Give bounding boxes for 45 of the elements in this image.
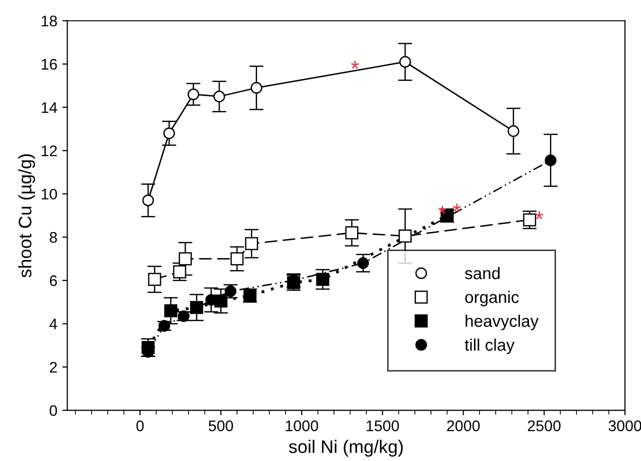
point: [398, 230, 412, 243]
point: [523, 213, 536, 226]
y-axis-title: shoot Cu (µg/g): [18, 154, 36, 278]
y-tick-label: 4: [49, 318, 58, 330]
y-tick-label: 6: [50, 275, 57, 286]
x-tick-label: 500: [208, 420, 234, 432]
legend-label: sand: [464, 266, 500, 280]
point: [148, 272, 162, 286]
y-tick-label: 2: [50, 362, 57, 373]
legend-label: organic: [465, 290, 519, 306]
annotation: *: [452, 204, 461, 212]
point: [163, 127, 175, 140]
point: [213, 90, 226, 102]
x-tick-label: 1000: [286, 420, 318, 432]
legend-label: till clay: [464, 338, 514, 354]
x-tick-label: 2000: [447, 420, 480, 432]
point: [316, 272, 330, 286]
annotation: *: [351, 60, 360, 69]
point: [245, 237, 258, 250]
point: [178, 252, 192, 266]
y-tick-label: 12: [42, 145, 57, 156]
point: [345, 226, 358, 240]
legend-label: heavyclay: [466, 314, 539, 330]
point: [357, 257, 369, 269]
x-tick-label: 2500: [528, 420, 561, 432]
x-tick-label: 3000: [608, 420, 641, 432]
point: [544, 154, 556, 166]
y-tick-label: 18: [42, 16, 57, 26]
y-tick-label: 0: [50, 405, 57, 416]
point: [399, 56, 411, 68]
x-tick-label: 1500: [366, 420, 399, 432]
point: [190, 300, 204, 314]
point: [508, 125, 520, 137]
point: [230, 252, 244, 266]
point: [173, 265, 186, 278]
y-tick-label: 8: [50, 232, 57, 243]
point: [142, 194, 154, 206]
point: [164, 304, 178, 318]
y-tick-label: 10: [42, 188, 57, 200]
x-tick-label: 0: [136, 420, 144, 432]
point: [188, 88, 200, 100]
y-tick-label: 14: [42, 102, 58, 113]
y-tick-label: 16: [42, 58, 57, 70]
point: [250, 82, 262, 94]
x-axis-title: soil Ni (mg/kg): [288, 440, 403, 457]
